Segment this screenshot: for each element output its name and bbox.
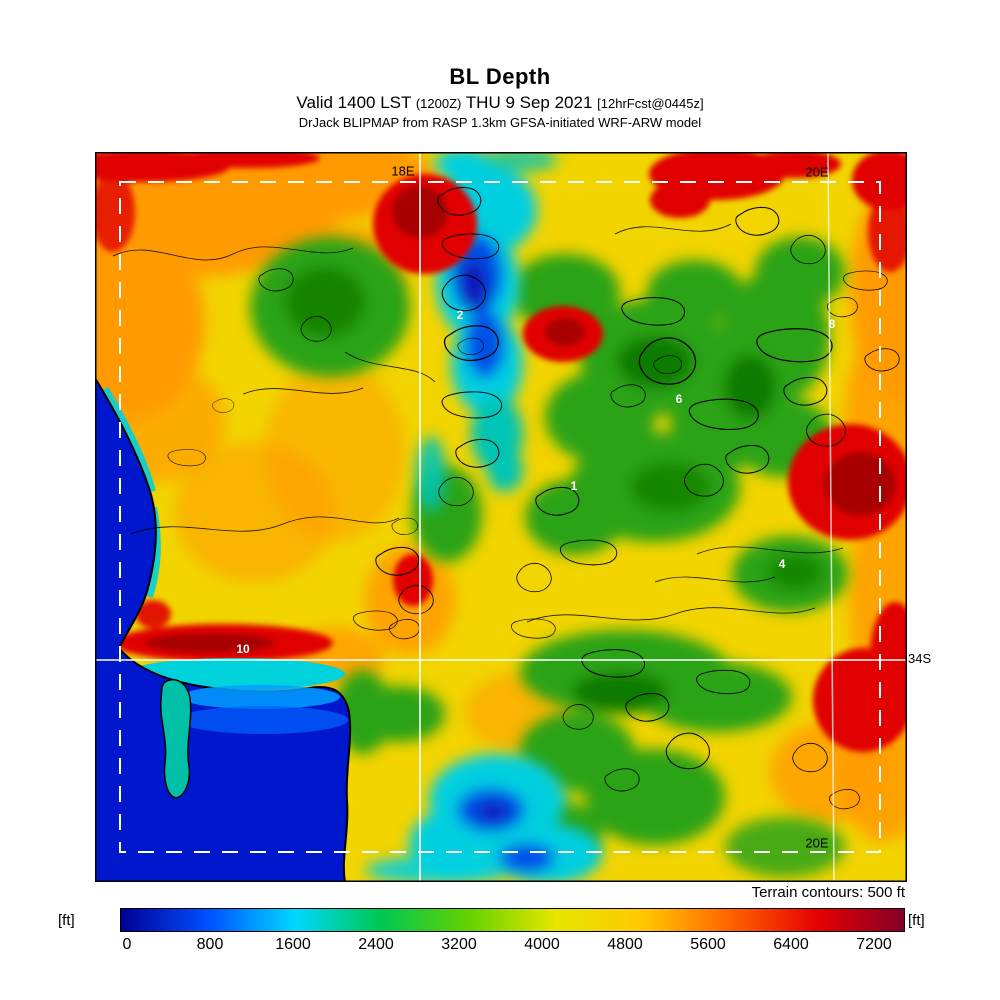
colorbar-tick: 800 [196, 936, 224, 953]
valid-prefix: Valid 1400 LST [296, 93, 412, 112]
grid-label-18e: 18E [391, 163, 415, 179]
waypoint-label: 8 [828, 317, 836, 331]
colorbar-tick: 4000 [524, 936, 560, 953]
colorbar-unit-left: [ft] [58, 912, 75, 929]
colorbar-tick: 6400 [773, 936, 809, 953]
colorbar-tick: 3200 [441, 936, 477, 953]
valid-date: THU 9 Sep 2021 [465, 93, 593, 112]
waypoint-label: 4 [778, 557, 786, 571]
map-frame [95, 152, 907, 882]
colorbar-tick: 2400 [358, 936, 394, 953]
grid-label-34s: 34S [908, 651, 932, 666]
page-title: BL Depth [449, 64, 551, 89]
colorbar-tick: 1600 [275, 936, 311, 953]
latlon-grid [95, 152, 907, 882]
waypoint-label: 1 [570, 479, 578, 493]
ocean [95, 377, 352, 882]
map-canvas [95, 152, 907, 882]
colorbar-tick: 4800 [607, 936, 643, 953]
terrain-contours [112, 186, 900, 810]
waypoint-label: 2 [456, 308, 464, 322]
header: BL Depth Valid 1400 LST (1200Z) THU 9 Se… [0, 64, 1000, 130]
map-area: 18E 20E 20E 2 8 6 1 4 10 [95, 152, 907, 882]
waypoint-label: 6 [675, 392, 683, 406]
colorbar-ticks: 0 800 1600 2400 3200 4000 4800 5600 6400… [120, 936, 905, 958]
waypoint-label: 10 [236, 642, 250, 656]
colorbar-tick: 0 [122, 936, 132, 953]
domain-box [119, 181, 881, 853]
colorbar-tick: 5600 [690, 936, 726, 953]
valid-zulu: (1200Z) [415, 96, 462, 111]
terrain-contours-note: Terrain contours: 500 ft [751, 884, 905, 901]
bay-mid [178, 706, 348, 734]
colorbar-gradient [120, 908, 905, 932]
valid-fcst: [12hrFcst@0445z] [597, 96, 704, 111]
model-line: DrJack BLIPMAP from RASP 1.3km GFSA-init… [298, 115, 702, 130]
bay-shallow [180, 685, 340, 709]
colorbar-tick: 7200 [856, 936, 892, 953]
grid-label-20e-top: 20E [805, 164, 829, 180]
valid-line: Valid 1400 LST (1200Z) THU 9 Sep 2021 [1… [0, 93, 1000, 113]
grid-label-20e-bottom: 20E [805, 835, 829, 851]
peninsula [159, 678, 192, 799]
colorbar-unit-right: [ft] [908, 912, 925, 929]
